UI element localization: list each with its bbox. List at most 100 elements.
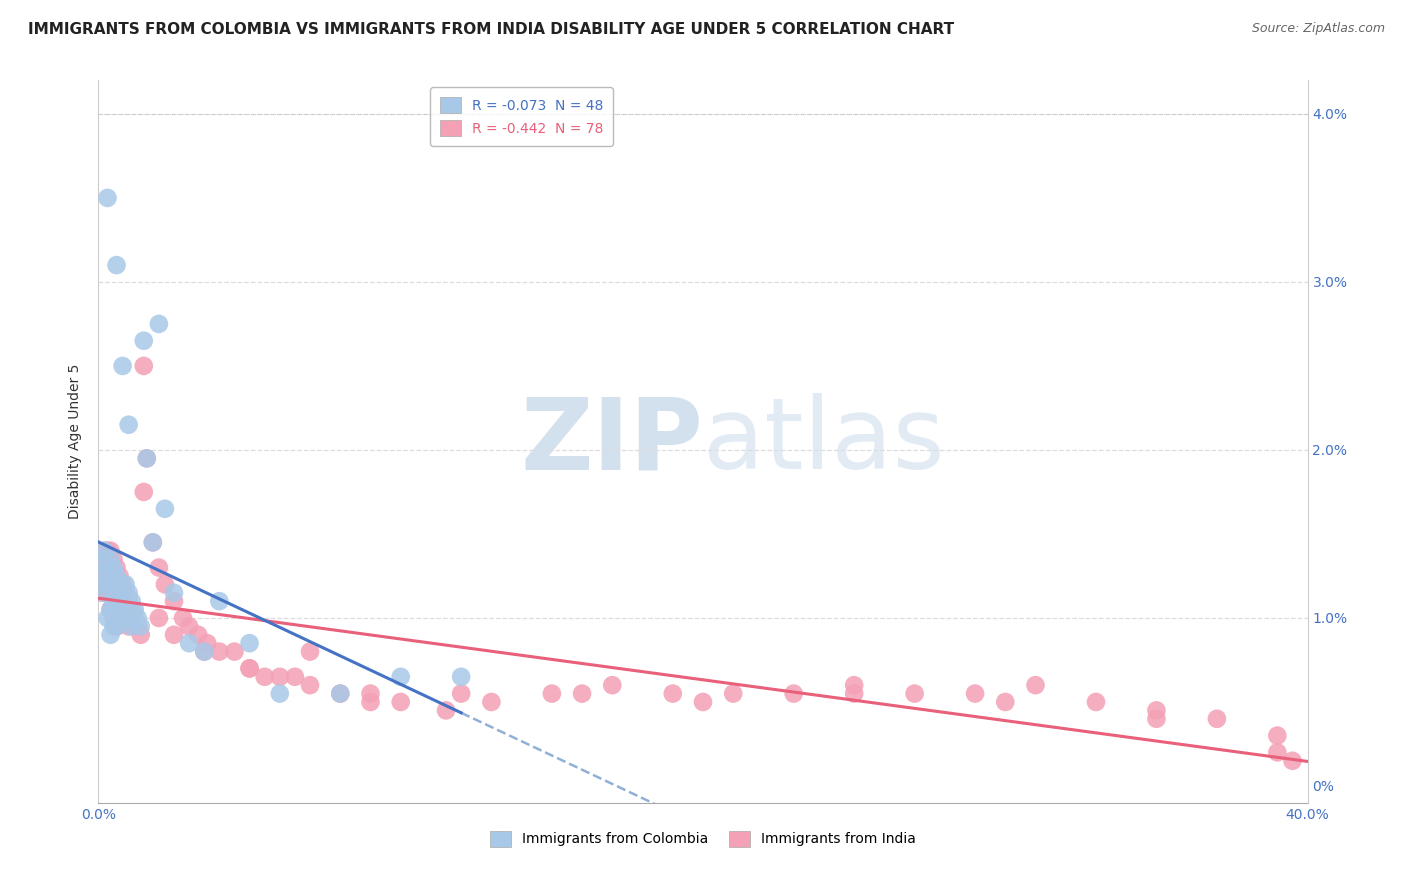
Point [103,594,125,608]
Point [132,334,155,348]
Point [661,687,683,701]
Point [111,611,134,625]
Point [96,586,118,600]
Point [114,577,136,591]
Point [239,636,262,650]
Legend: Immigrants from Colombia, Immigrants from India: Immigrants from Colombia, Immigrants fro… [484,823,922,854]
Point [118,594,141,608]
Point [90,586,112,600]
Point [723,687,745,701]
Point [105,594,128,608]
Point [389,695,412,709]
Point [103,577,125,591]
Point [783,687,806,701]
Point [179,619,201,633]
Point [96,560,118,574]
Point [132,485,155,500]
Point [105,619,128,633]
Point [111,577,134,591]
Point [108,602,131,616]
Point [100,602,122,616]
Point [100,552,122,566]
Point [100,602,122,616]
Point [114,611,136,625]
Text: Source: ZipAtlas.com: Source: ZipAtlas.com [1251,22,1385,36]
Point [105,258,128,272]
Point [163,594,186,608]
Point [121,594,143,608]
Point [96,191,118,205]
Point [105,586,128,600]
Point [96,611,118,625]
Point [118,611,141,625]
Point [96,577,118,591]
Point [1085,695,1108,709]
Point [118,586,141,600]
Point [148,317,170,331]
Point [105,619,128,633]
Point [90,552,112,566]
Point [96,560,118,574]
Point [1144,703,1167,717]
Point [124,611,146,625]
Point [93,577,115,591]
Point [965,687,987,701]
Point [208,594,231,608]
Point [284,670,307,684]
Point [239,661,262,675]
Point [193,644,215,658]
Point [100,577,122,591]
Point [135,451,157,466]
Point [111,586,134,600]
Point [111,359,134,373]
Point [103,552,125,566]
Point [253,670,276,684]
Point [153,501,176,516]
Point [127,619,149,633]
Point [118,619,141,633]
Point [1144,712,1167,726]
Point [163,586,186,600]
Point [132,359,155,373]
Point [299,678,322,692]
Point [269,670,291,684]
Point [100,569,122,583]
Point [692,695,714,709]
Y-axis label: Disability Age Under 5: Disability Age Under 5 [69,364,83,519]
Point [844,678,866,692]
Point [1267,729,1289,743]
Point [602,678,624,692]
Point [224,644,246,658]
Point [135,451,157,466]
Text: atlas: atlas [703,393,945,490]
Point [193,644,215,658]
Point [434,703,457,717]
Point [148,611,170,625]
Point [142,535,165,549]
Point [127,611,149,625]
Point [904,687,927,701]
Point [571,687,593,701]
Point [172,611,194,625]
Point [114,586,136,600]
Text: ZIP: ZIP [520,393,703,490]
Point [118,417,141,432]
Point [269,687,291,701]
Point [1206,712,1229,726]
Point [1267,745,1289,759]
Point [111,602,134,616]
Point [481,695,503,709]
Point [153,577,176,591]
Point [239,661,262,675]
Point [129,628,152,642]
Text: IMMIGRANTS FROM COLOMBIA VS IMMIGRANTS FROM INDIA DISABILITY AGE UNDER 5 CORRELA: IMMIGRANTS FROM COLOMBIA VS IMMIGRANTS F… [28,22,955,37]
Point [96,543,118,558]
Point [90,569,112,583]
Point [360,687,382,701]
Point [208,644,231,658]
Point [103,560,125,574]
Point [93,543,115,558]
Point [360,695,382,709]
Point [105,560,128,574]
Point [299,644,322,658]
